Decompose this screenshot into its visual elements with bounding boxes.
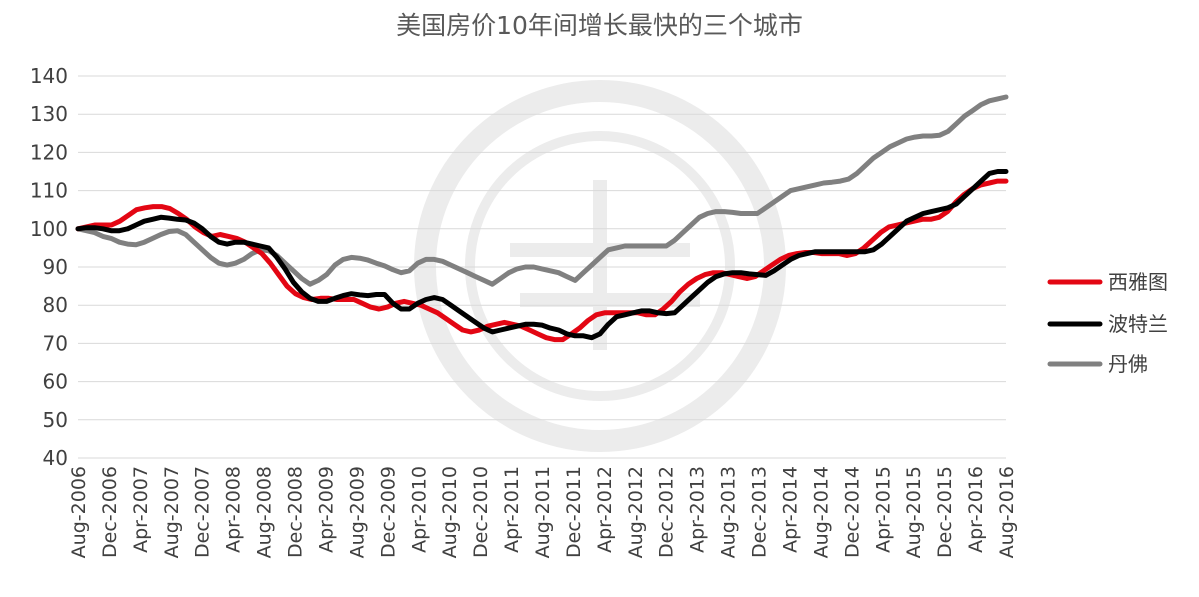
y-tick-label: 50 xyxy=(43,408,68,432)
x-tick-label: Aug-2007 xyxy=(161,466,183,558)
x-tick-label: Aug-2010 xyxy=(439,466,461,558)
x-tick-label: Aug-2013 xyxy=(718,466,740,558)
legend-label: 丹佛 xyxy=(1108,352,1148,376)
x-tick-label: Apr-2014 xyxy=(779,466,801,553)
x-tick-label: Dec-2015 xyxy=(934,466,956,558)
x-tick-label: Aug-2008 xyxy=(254,466,276,558)
x-tick-label: Apr-2015 xyxy=(872,466,894,553)
x-tick-label: Apr-2012 xyxy=(594,466,616,553)
x-tick-label: Dec-2011 xyxy=(563,466,585,558)
x-tick-label: Dec-2007 xyxy=(192,466,214,558)
y-tick-label: 90 xyxy=(43,255,68,279)
y-tick-label: 110 xyxy=(30,179,68,203)
x-tick-label: Dec-2013 xyxy=(749,466,771,558)
x-tick-label: Aug-2012 xyxy=(625,466,647,558)
x-tick-label: Apr-2007 xyxy=(130,466,152,553)
y-tick-label: 80 xyxy=(43,293,68,317)
x-tick-label: Aug-2011 xyxy=(532,466,554,558)
y-tick-label: 140 xyxy=(30,64,68,88)
watermark-logo xyxy=(414,80,786,452)
x-tick-label: Dec-2010 xyxy=(470,466,492,558)
y-tick-label: 130 xyxy=(30,102,68,126)
y-tick-label: 70 xyxy=(43,331,68,355)
series-line-2 xyxy=(75,94,1009,287)
x-tick-label: Apr-2008 xyxy=(223,466,245,553)
x-tick-label: Apr-2013 xyxy=(687,466,709,553)
chart-title: 美国房价10年间增长最快的三个城市 xyxy=(396,11,803,40)
x-tick-label: Dec-2008 xyxy=(285,466,307,558)
x-tick-label: Aug-2014 xyxy=(810,466,832,558)
x-tick-label: Aug-2009 xyxy=(346,466,368,558)
y-tick-label: 40 xyxy=(43,446,68,470)
legend-label: 波特兰 xyxy=(1108,312,1168,336)
x-tick-label: Aug-2015 xyxy=(903,466,925,558)
legend-label: 西雅图 xyxy=(1108,270,1168,294)
y-tick-label: 60 xyxy=(43,370,68,394)
y-tick-label: 120 xyxy=(30,140,68,164)
x-tick-label: Dec-2006 xyxy=(99,466,121,558)
x-tick-label: Dec-2012 xyxy=(656,466,678,558)
x-tick-label: Aug-2006 xyxy=(68,466,90,558)
y-axis-tick-labels: 40 50 60 70 80 90 100 110 120 130 140 xyxy=(30,64,68,470)
x-axis-tick-labels: Aug-2006 Dec-2006 Apr-2007 Aug-2007 Dec-2007… xyxy=(68,466,1018,558)
series-lines xyxy=(75,94,1009,343)
x-tick-label: Dec-2014 xyxy=(841,466,863,558)
x-tick-label: Dec-2009 xyxy=(377,466,399,558)
series-line-1 xyxy=(75,169,1009,341)
x-tick-label: Apr-2016 xyxy=(965,466,987,553)
y-tick-label: 100 xyxy=(30,217,68,241)
x-tick-label: Apr-2010 xyxy=(408,466,430,553)
x-tick-label: Aug-2016 xyxy=(996,466,1018,558)
x-tick-label: Apr-2009 xyxy=(315,466,337,553)
series-line-0 xyxy=(75,178,1009,343)
x-tick-label: Apr-2011 xyxy=(501,466,523,553)
